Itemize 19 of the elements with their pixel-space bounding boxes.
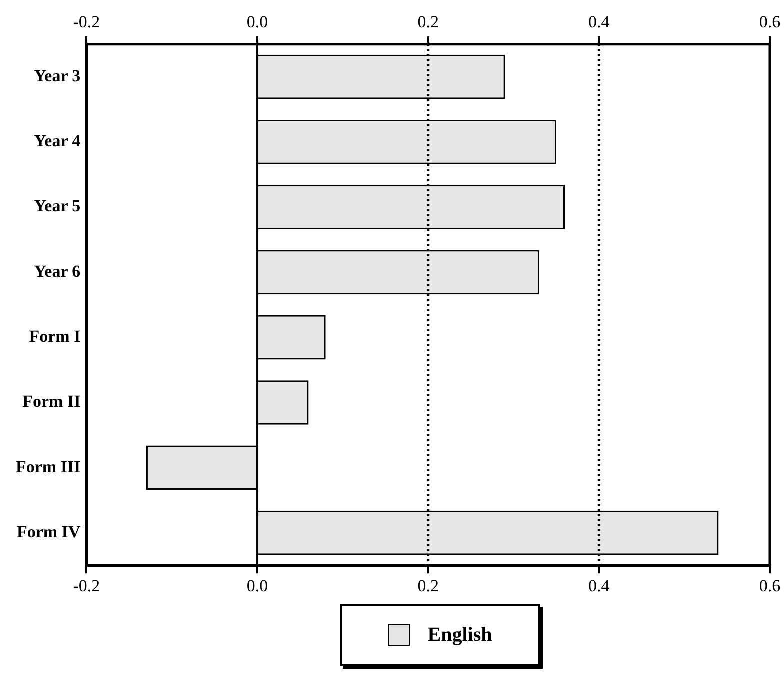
x-tick-label: 0.2 bbox=[418, 12, 439, 32]
x2-tick-label: 0.2 bbox=[418, 576, 439, 596]
y-tick-label: Form I bbox=[29, 326, 82, 346]
y-tick-label: Form III bbox=[16, 457, 82, 476]
y-tick-label: Form II bbox=[22, 392, 82, 412]
x2-tick-label: 0.4 bbox=[588, 576, 610, 596]
y-tick-label: Year 3 bbox=[34, 66, 81, 86]
x2-tick-label: 0.0 bbox=[246, 576, 268, 596]
y-tick-label: Year 5 bbox=[34, 196, 81, 216]
x2-tick-label: 0.6 bbox=[759, 576, 781, 596]
x-tick-label: 0.4 bbox=[588, 12, 610, 32]
y-tick-label: Form IV bbox=[16, 522, 82, 542]
y-tick-label: Year 4 bbox=[34, 132, 82, 151]
x-tick-label: -0.2 bbox=[73, 12, 100, 32]
y-tick-label: Year 6 bbox=[34, 262, 81, 281]
x-tick-label: 0.6 bbox=[759, 12, 781, 32]
x-tick-label: 0.0 bbox=[246, 12, 268, 32]
x2-tick-label: -0.2 bbox=[73, 576, 100, 596]
legend-label: English bbox=[428, 624, 492, 646]
